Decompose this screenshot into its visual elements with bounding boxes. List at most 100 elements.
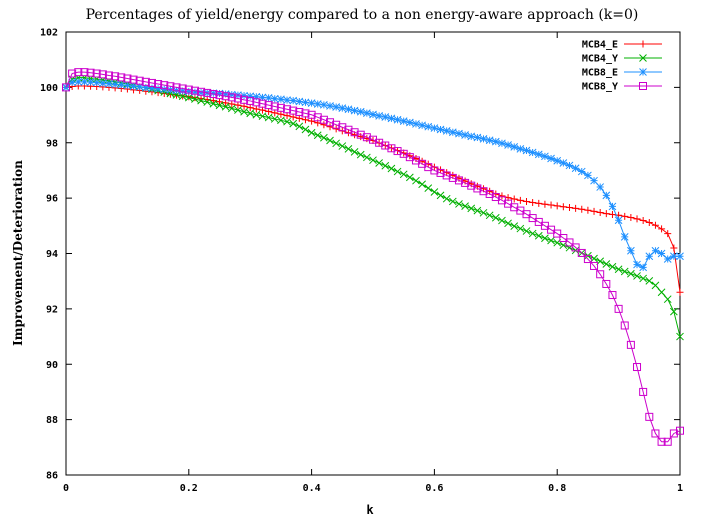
- data-point-mcb4-y: [301, 125, 310, 134]
- data-point-mcb4-y: [209, 99, 218, 108]
- data-point-mcb8-y: [608, 291, 617, 300]
- data-point-mcb8-y: [313, 113, 322, 122]
- data-point-mcb8-e: [559, 159, 568, 167]
- data-point-mcb8-e: [258, 93, 267, 102]
- series-group: [62, 68, 684, 446]
- data-point-mcb8-e: [129, 82, 138, 91]
- data-point-mcb4-y: [473, 206, 482, 215]
- data-point-mcb8-e: [227, 90, 236, 99]
- data-point-mcb8-e: [270, 94, 279, 103]
- data-point-mcb8-e: [461, 131, 469, 139]
- legend-label-mcb8-e: MCB8_E: [582, 68, 618, 79]
- data-point-mcb4-e: [252, 105, 260, 113]
- data-point-mcb8-e: [197, 88, 205, 97]
- data-point-mcb8-y: [215, 91, 224, 100]
- data-point-mcb8-y: [240, 95, 249, 104]
- data-point-mcb8-e: [620, 233, 629, 241]
- data-point-mcb8-e: [602, 191, 611, 200]
- data-point-mcb8-e: [473, 133, 482, 142]
- data-point-mcb8-e: [479, 135, 488, 143]
- y-tick-label: 96: [46, 194, 58, 205]
- data-point-mcb4-y: [320, 133, 328, 142]
- data-point-mcb4-y: [197, 96, 205, 105]
- data-point-mcb8-y: [663, 437, 672, 446]
- data-point-mcb4-y: [277, 116, 285, 125]
- data-point-mcb8-e: [191, 88, 199, 96]
- data-point-mcb4-y: [516, 224, 525, 233]
- data-point-mcb4-y: [639, 274, 648, 283]
- data-point-mcb8-y: [614, 304, 623, 313]
- data-point-mcb8-y: [602, 279, 611, 288]
- data-point-mcb4-y: [252, 110, 261, 119]
- series-mcb8-y: [62, 68, 684, 446]
- data-point-mcb8-e: [307, 99, 316, 108]
- data-point-mcb8-e: [504, 141, 512, 149]
- data-point-mcb4-e: [510, 195, 518, 203]
- data-point-mcb4-y: [676, 332, 684, 341]
- data-point-mcb8-e: [301, 98, 310, 107]
- data-point-mcb8-e: [534, 150, 543, 159]
- data-point-mcb8-y: [154, 80, 163, 89]
- legend-label-mcb8-y: MCB8_Y: [582, 82, 618, 93]
- data-point-mcb8-y: [92, 69, 101, 78]
- data-point-mcb8-y: [461, 178, 470, 187]
- data-point-mcb8-e: [289, 96, 298, 105]
- x-tick-label: 0.6: [425, 483, 443, 494]
- data-point-mcb8-y: [362, 133, 371, 142]
- data-point-mcb8-e: [467, 132, 476, 141]
- data-point-mcb4-y: [369, 156, 377, 165]
- data-point-mcb4-y: [651, 281, 660, 290]
- data-point-mcb8-y: [166, 82, 175, 91]
- y-tick-label: 98: [46, 138, 58, 149]
- data-point-mcb8-e: [510, 143, 519, 151]
- data-point-mcb8-e: [424, 122, 433, 131]
- data-point-mcb8-y: [676, 426, 684, 435]
- data-point-mcb8-e: [80, 77, 89, 86]
- data-point-mcb8-e: [141, 83, 150, 92]
- data-point-mcb8-y: [190, 86, 199, 95]
- data-point-mcb8-e: [448, 128, 457, 137]
- data-point-mcb4-y: [234, 106, 242, 114]
- data-point-mcb4-y: [461, 202, 469, 211]
- data-point-mcb4-y: [614, 265, 623, 274]
- data-point-mcb8-e: [184, 87, 193, 96]
- data-point-mcb8-y: [326, 118, 335, 127]
- data-point-mcb8-e: [528, 148, 537, 157]
- data-point-mcb8-y: [381, 141, 390, 150]
- data-point-mcb4-e: [664, 230, 672, 238]
- data-point-mcb4-y: [338, 142, 347, 150]
- data-point-mcb4-y: [442, 194, 451, 203]
- data-point-mcb8-e: [363, 109, 371, 117]
- data-point-mcb4-y: [375, 159, 383, 167]
- data-point-mcb8-y: [68, 69, 77, 78]
- data-point-mcb8-y: [197, 87, 206, 96]
- data-point-mcb8-e: [522, 146, 531, 155]
- data-point-mcb8-e: [442, 126, 451, 135]
- data-point-mcb8-y: [467, 181, 476, 190]
- data-point-mcb8-y: [270, 102, 279, 111]
- data-point-mcb8-y: [590, 261, 599, 270]
- data-point-mcb4-y: [479, 208, 488, 217]
- data-point-mcb8-e: [608, 202, 617, 211]
- data-point-mcb8-y: [123, 74, 132, 83]
- data-point-mcb4-y: [203, 98, 212, 106]
- data-point-mcb4-e: [645, 218, 653, 226]
- data-point-mcb4-y: [670, 307, 678, 316]
- data-point-mcb8-y: [111, 72, 120, 81]
- data-point-mcb8-y: [657, 437, 666, 446]
- y-tick-label: 94: [46, 249, 58, 260]
- data-point-mcb4-e: [621, 212, 629, 220]
- data-point-mcb4-y: [424, 184, 433, 193]
- data-point-mcb8-y: [596, 270, 605, 279]
- legend: MCB4_E MCB4_Y MCB8_E MCB8_Y: [582, 40, 662, 93]
- data-point-mcb8-e: [455, 129, 463, 138]
- data-point-mcb8-e: [639, 263, 648, 272]
- data-point-mcb8-e: [412, 120, 420, 128]
- data-point-mcb8-e: [295, 97, 304, 106]
- data-point-mcb8-e: [436, 125, 445, 134]
- data-point-mcb8-e: [148, 84, 156, 93]
- data-point-mcb4-y: [602, 260, 611, 268]
- data-point-mcb8-e: [381, 113, 390, 121]
- data-point-mcb8-y: [74, 68, 83, 77]
- data-point-mcb8-y: [356, 130, 365, 139]
